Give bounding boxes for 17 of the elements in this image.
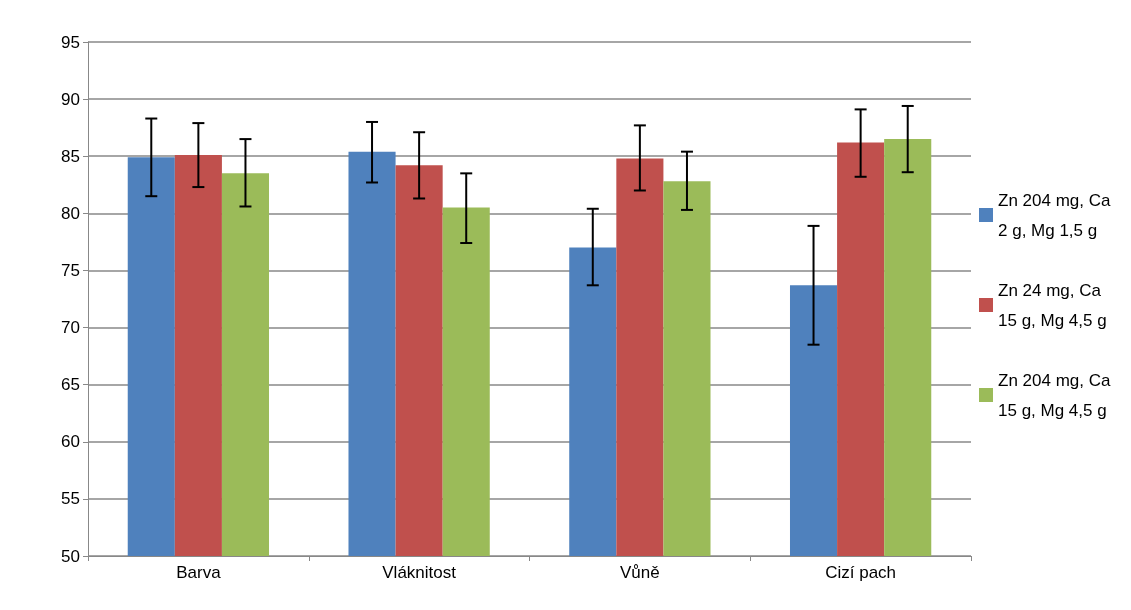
y-tick-label: 60 bbox=[61, 432, 80, 452]
x-tick-label: Vláknitost bbox=[382, 563, 457, 582]
x-tick-label: Cizí pach bbox=[825, 563, 897, 582]
x-tick-label: Barva bbox=[176, 563, 222, 582]
legend-label: Zn 24 mg, Ca 15 g, Mg 4,5 g bbox=[998, 280, 1107, 330]
legend-label: Zn 204 mg, Ca 2 g, Mg 1,5 g bbox=[998, 190, 1116, 240]
y-tick-label: 95 bbox=[61, 32, 80, 52]
y-tick-label: 80 bbox=[61, 203, 80, 223]
x-tick-label: Vůně bbox=[620, 563, 660, 582]
y-tick-label: 90 bbox=[61, 89, 80, 109]
y-tick-label: 85 bbox=[61, 146, 80, 166]
legend-label: Zn 204 mg, Ca 15 g, Mg 4,5 g bbox=[998, 370, 1116, 420]
y-tick-label: 70 bbox=[61, 318, 80, 338]
y-tick-label: 75 bbox=[61, 260, 80, 280]
y-tick-label: 55 bbox=[61, 489, 80, 509]
y-tick-label: 65 bbox=[61, 375, 80, 395]
y-tick-label: 50 bbox=[61, 546, 80, 566]
